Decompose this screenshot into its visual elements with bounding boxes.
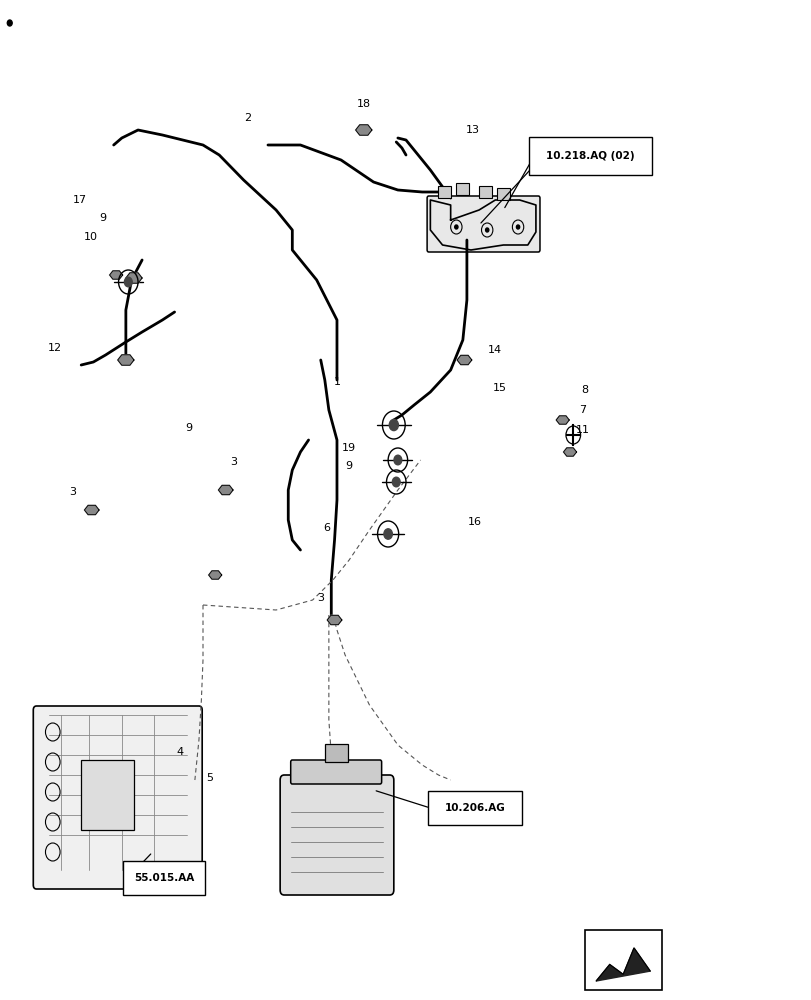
- FancyBboxPatch shape: [427, 196, 539, 252]
- Text: 55.015.AA: 55.015.AA: [134, 873, 195, 883]
- Text: 1: 1: [334, 377, 341, 387]
- Circle shape: [124, 277, 132, 287]
- FancyBboxPatch shape: [290, 760, 381, 784]
- Polygon shape: [595, 948, 650, 981]
- Circle shape: [392, 477, 400, 487]
- Text: 10.218.AQ (02): 10.218.AQ (02): [546, 151, 634, 161]
- Text: 3: 3: [70, 487, 76, 497]
- FancyBboxPatch shape: [123, 861, 205, 895]
- Text: 10.206.AG: 10.206.AG: [444, 803, 504, 813]
- Polygon shape: [355, 125, 371, 135]
- Text: 19: 19: [341, 443, 356, 453]
- Circle shape: [454, 225, 457, 229]
- Polygon shape: [84, 505, 99, 515]
- Text: 15: 15: [491, 383, 506, 393]
- Text: 18: 18: [356, 99, 371, 109]
- Polygon shape: [556, 416, 569, 424]
- Polygon shape: [126, 273, 142, 283]
- Circle shape: [384, 529, 392, 539]
- Text: 2: 2: [244, 113, 251, 123]
- Bar: [456, 183, 469, 195]
- Bar: [496, 188, 509, 200]
- Polygon shape: [109, 271, 122, 279]
- Text: 9: 9: [100, 213, 106, 223]
- Text: 6: 6: [323, 523, 329, 533]
- Text: 5: 5: [206, 773, 212, 783]
- Text: 3: 3: [230, 457, 237, 467]
- Bar: [584, 930, 661, 990]
- FancyBboxPatch shape: [280, 775, 393, 895]
- Polygon shape: [118, 355, 134, 365]
- Text: 8: 8: [581, 385, 587, 395]
- Bar: [324, 744, 347, 762]
- Circle shape: [516, 225, 519, 229]
- Polygon shape: [563, 448, 576, 456]
- Text: 10: 10: [84, 232, 98, 242]
- Text: 14: 14: [487, 345, 502, 355]
- Text: 11: 11: [575, 425, 590, 435]
- Text: 16: 16: [467, 517, 482, 527]
- Bar: [81, 760, 134, 830]
- Text: 7: 7: [579, 405, 586, 415]
- Polygon shape: [327, 615, 341, 625]
- Text: 3: 3: [317, 593, 324, 603]
- Circle shape: [393, 455, 401, 465]
- Bar: [478, 186, 491, 198]
- Text: 17: 17: [72, 195, 87, 205]
- Text: 13: 13: [465, 125, 479, 135]
- FancyBboxPatch shape: [33, 706, 202, 889]
- Circle shape: [388, 419, 398, 431]
- Polygon shape: [218, 485, 233, 495]
- Text: 9: 9: [345, 461, 352, 471]
- Text: 12: 12: [48, 343, 62, 353]
- Polygon shape: [457, 355, 471, 365]
- Bar: [438, 186, 451, 198]
- FancyBboxPatch shape: [529, 137, 651, 175]
- Circle shape: [7, 20, 12, 26]
- Circle shape: [485, 228, 488, 232]
- Text: 9: 9: [185, 423, 191, 433]
- Text: 4: 4: [177, 747, 183, 757]
- Polygon shape: [208, 571, 221, 579]
- FancyBboxPatch shape: [427, 791, 521, 825]
